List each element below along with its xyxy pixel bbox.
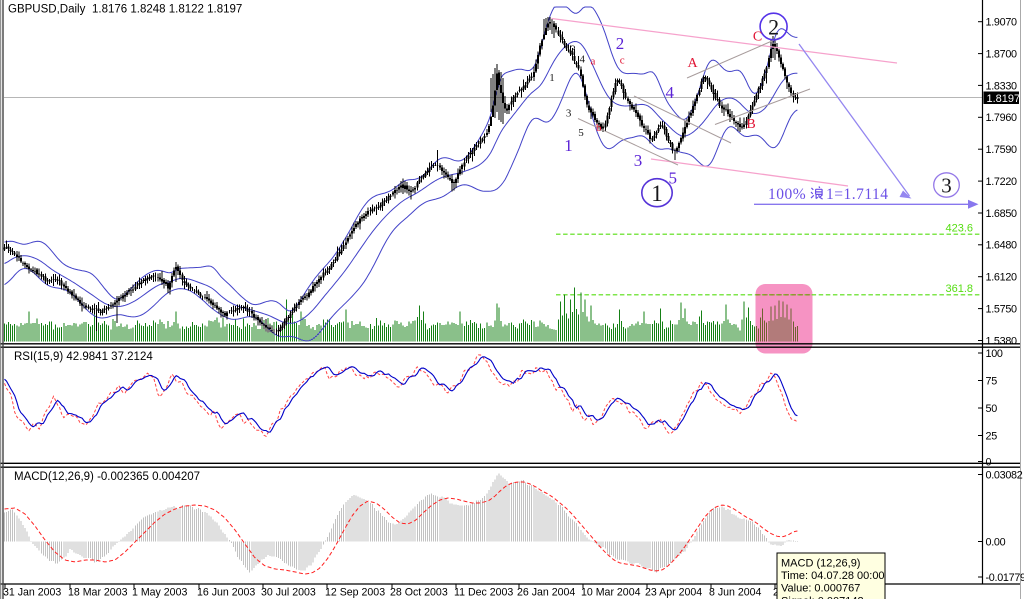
svg-text:2: 2	[616, 34, 625, 53]
svg-text:2: 2	[570, 44, 576, 56]
svg-text:361.8: 361.8	[945, 283, 973, 295]
svg-text:1.7220: 1.7220	[986, 176, 1018, 188]
svg-text:10 Mar 2004: 10 Mar 2004	[581, 587, 641, 599]
svg-text:b: b	[596, 122, 602, 134]
svg-text:0: 0	[986, 456, 992, 468]
svg-text:c: c	[620, 55, 625, 67]
svg-text:1.6120: 1.6120	[986, 272, 1018, 284]
svg-text:0.00: 0.00	[986, 536, 1006, 548]
svg-text:5: 5	[669, 169, 678, 188]
svg-text:8 Jun 2004: 8 Jun 2004	[709, 587, 762, 599]
svg-text:4: 4	[665, 83, 674, 102]
svg-text:4: 4	[580, 54, 586, 66]
svg-text:C: C	[753, 30, 762, 45]
svg-text:28 Oct 2003: 28 Oct 2003	[390, 587, 448, 599]
svg-text:3: 3	[566, 108, 572, 120]
svg-text:1 May 2003: 1 May 2003	[132, 587, 187, 599]
svg-text:a: a	[591, 56, 596, 68]
svg-text:423.6: 423.6	[945, 223, 973, 235]
svg-text:100: 100	[986, 348, 1003, 360]
svg-text:100%: 100%	[768, 186, 806, 203]
svg-text:16 Jun 2003: 16 Jun 2003	[197, 587, 255, 599]
svg-text:31 Jan 2003: 31 Jan 2003	[3, 587, 61, 599]
svg-text:Time: 04.07.28 00:00: Time: 04.07.28 00:00	[781, 570, 885, 582]
svg-text:23 Apr 2004: 23 Apr 2004	[645, 587, 702, 599]
svg-text:MACD(12,26,9) -0.002365 0.0: MACD(12,26,9) -0.002365 0.004207	[14, 471, 200, 483]
svg-text:GBPUSD,Daily: GBPUSD,Daily	[8, 4, 86, 16]
svg-text:50: 50	[986, 403, 998, 415]
svg-text:1.7960: 1.7960	[986, 112, 1018, 124]
svg-text:0.03082: 0.03082	[986, 469, 1023, 481]
svg-text:75: 75	[986, 375, 998, 387]
svg-text:1: 1	[564, 136, 573, 155]
svg-text:30 Jul 2003: 30 Jul 2003	[261, 587, 316, 599]
svg-text:1=1.7114: 1=1.7114	[826, 186, 889, 203]
svg-text:MACD (12,26,9): MACD (12,26,9)	[781, 558, 860, 570]
svg-text:25: 25	[986, 430, 998, 442]
svg-text:26 Jan 2004: 26 Jan 2004	[517, 587, 575, 599]
svg-text:3: 3	[634, 151, 643, 170]
svg-text:1.6480: 1.6480	[986, 240, 1018, 252]
svg-text:1.8330: 1.8330	[986, 80, 1018, 92]
svg-text:Value: 0.000767: Value: 0.000767	[781, 583, 860, 595]
svg-text:1.5380: 1.5380	[986, 335, 1018, 347]
svg-text:2: 2	[768, 14, 779, 39]
svg-text:1: 1	[651, 181, 663, 206]
svg-text:B: B	[746, 117, 755, 132]
svg-text:1.6850: 1.6850	[986, 208, 1018, 220]
svg-text:1.9070: 1.9070	[986, 17, 1018, 29]
svg-text:1.5750: 1.5750	[986, 304, 1018, 316]
svg-text:1.8176 1.8248 1.8122 1.8197: 1.8176 1.8248 1.8122 1.8197	[92, 4, 242, 16]
svg-text:1.7590: 1.7590	[986, 144, 1018, 156]
svg-text:-0.01779: -0.01779	[986, 572, 1024, 584]
svg-text:RSI(15,9) 42.9841 37.2124: RSI(15,9) 42.9841 37.2124	[14, 351, 153, 363]
svg-text:11 Dec 2003: 11 Dec 2003	[454, 587, 513, 599]
svg-text:A: A	[687, 56, 698, 71]
svg-text:3: 3	[941, 174, 952, 198]
svg-text:1.8197: 1.8197	[987, 93, 1021, 105]
svg-text:12 Sep 2003: 12 Sep 2003	[325, 587, 385, 599]
svg-text:18 Mar 2003: 18 Mar 2003	[68, 587, 128, 599]
svg-text:5: 5	[578, 127, 584, 139]
svg-text:Signal: 0.007142: Signal: 0.007142	[781, 595, 864, 599]
svg-text:1.8700: 1.8700	[986, 49, 1018, 61]
svg-text:1: 1	[549, 72, 555, 84]
